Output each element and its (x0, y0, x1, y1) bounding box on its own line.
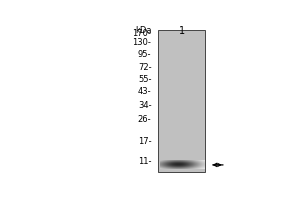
Text: 72-: 72- (138, 63, 152, 72)
Text: 1: 1 (178, 26, 185, 36)
Text: kDa: kDa (135, 26, 152, 35)
Text: 11-: 11- (138, 157, 152, 166)
Text: 34-: 34- (138, 101, 152, 110)
Text: 26-: 26- (138, 115, 152, 124)
Text: 130-: 130- (133, 38, 152, 47)
Text: 55-: 55- (138, 75, 152, 84)
Text: 95-: 95- (138, 50, 152, 59)
Text: 43-: 43- (138, 87, 152, 96)
Text: 170-: 170- (133, 29, 152, 38)
Text: 17-: 17- (138, 137, 152, 146)
Bar (158, 30, 205, 172)
